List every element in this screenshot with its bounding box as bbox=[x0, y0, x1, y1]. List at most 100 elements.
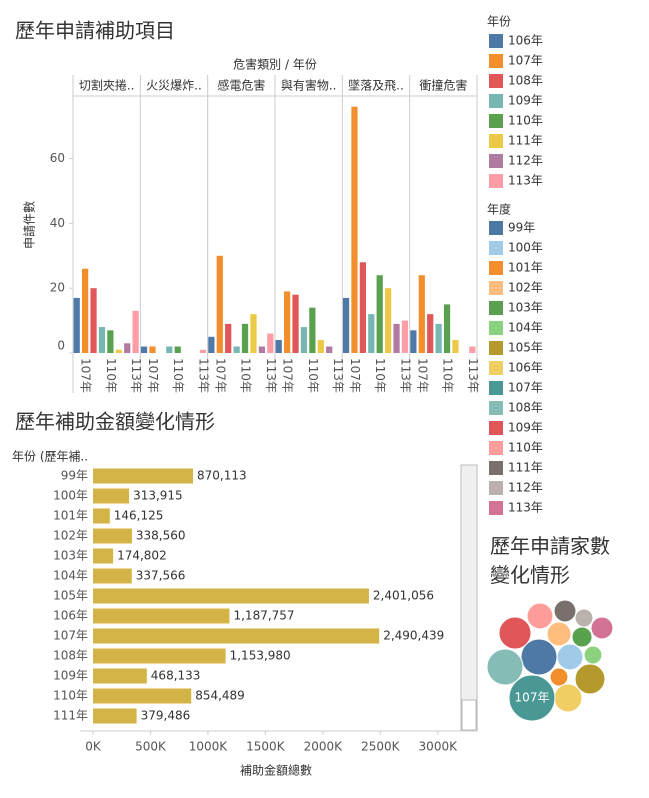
x-tick-label: 107年 bbox=[281, 358, 295, 393]
bar bbox=[93, 588, 369, 604]
x-tick-label: 113年 bbox=[331, 358, 345, 393]
facet-label: 切割夾捲.. bbox=[79, 78, 135, 93]
rows: 99年 870,113 100年 313,915 101年 146,125 102年 338,… bbox=[53, 468, 444, 724]
scrollbar[interactable] bbox=[460, 464, 478, 732]
x-tick-label: 107年 bbox=[146, 358, 160, 393]
x-tick-label: 1000K bbox=[189, 740, 229, 754]
y-tick-label: 107年 bbox=[53, 629, 88, 643]
facet-label: 墜落及飛.. bbox=[348, 78, 404, 93]
bar bbox=[401, 320, 409, 353]
value-label: 337,566 bbox=[136, 569, 186, 583]
bar bbox=[199, 349, 207, 353]
value-label: 174,802 bbox=[117, 549, 167, 563]
value-label: 854,489 bbox=[195, 689, 245, 703]
title: 歷年申請補助項目 bbox=[15, 19, 175, 43]
x-tick-label: 107年 bbox=[79, 358, 93, 393]
bar bbox=[93, 468, 193, 484]
legend-label: 108年 bbox=[508, 74, 543, 88]
y-tick-label: 102年 bbox=[53, 529, 88, 543]
bar bbox=[368, 314, 375, 353]
x-tick-label: 113年 bbox=[196, 358, 210, 393]
bar bbox=[216, 255, 223, 353]
bar bbox=[93, 488, 130, 504]
bubble bbox=[553, 683, 583, 713]
bar bbox=[107, 330, 114, 353]
legend-label: 109年 bbox=[508, 421, 543, 435]
bar bbox=[241, 323, 249, 353]
x-tick-label: 3000K bbox=[419, 740, 459, 754]
x-tick-label: 107年 bbox=[213, 358, 227, 393]
bubble bbox=[590, 616, 614, 640]
y-tick-label: 60 bbox=[50, 151, 65, 165]
legend-swatch bbox=[489, 481, 503, 495]
legend-swatch bbox=[489, 94, 503, 108]
title: 歷年補助金額變化情形 bbox=[15, 410, 215, 434]
x-tick-label: 110年 bbox=[306, 358, 320, 393]
bubble bbox=[583, 645, 603, 665]
bar bbox=[435, 323, 442, 353]
bubble bbox=[486, 648, 524, 686]
bar bbox=[140, 346, 148, 353]
y-tick-label: 108年 bbox=[53, 649, 88, 663]
x-tick-label: 113年 bbox=[466, 358, 480, 393]
value-label: 338,560 bbox=[136, 529, 186, 543]
bubble-label: 107年 bbox=[515, 691, 550, 705]
bar bbox=[284, 291, 291, 353]
y-tick-label: 100年 bbox=[53, 489, 88, 503]
legend-label: 108年 bbox=[508, 401, 543, 415]
legend-swatch bbox=[489, 154, 503, 168]
bar bbox=[208, 336, 215, 353]
bar bbox=[342, 297, 350, 353]
legend-swatch bbox=[489, 54, 503, 68]
bar bbox=[225, 323, 232, 353]
bar bbox=[359, 262, 366, 353]
y-tick-label: 110年 bbox=[53, 689, 88, 703]
bubble bbox=[574, 663, 606, 695]
bar bbox=[376, 275, 383, 353]
bar bbox=[385, 288, 392, 353]
legend-label: 113年 bbox=[508, 501, 543, 515]
facet-label: 火災爆炸.. bbox=[146, 79, 202, 93]
value-label: 1,153,980 bbox=[230, 649, 291, 663]
bar bbox=[93, 708, 137, 724]
legend-label: 111年 bbox=[508, 134, 543, 148]
bar bbox=[275, 340, 282, 353]
legend-swatch bbox=[489, 401, 503, 415]
y-tick-label: 109年 bbox=[53, 669, 88, 683]
header: 年份 (歷年補.. bbox=[12, 450, 88, 464]
y-tick-label: 101年 bbox=[53, 509, 88, 523]
legend-swatch bbox=[489, 501, 503, 515]
value-label: 468,133 bbox=[151, 669, 201, 683]
bar bbox=[90, 288, 97, 353]
bar bbox=[292, 294, 299, 353]
bar bbox=[93, 528, 132, 544]
bubble bbox=[508, 674, 556, 722]
bar bbox=[93, 688, 192, 704]
y-tick-label: 105年 bbox=[53, 589, 88, 603]
bar bbox=[149, 346, 156, 353]
legend-swatch bbox=[489, 321, 503, 335]
value-label: 870,113 bbox=[197, 469, 247, 483]
legend-label: 103年 bbox=[508, 301, 543, 315]
legend-title: 年度 bbox=[487, 202, 511, 217]
legend-swatch bbox=[489, 361, 503, 375]
bar bbox=[393, 323, 400, 353]
header: 危害類別 / 年份 bbox=[233, 57, 317, 72]
scroll-thumb[interactable] bbox=[461, 699, 477, 731]
bar bbox=[410, 330, 417, 353]
bubble bbox=[546, 621, 572, 647]
bubble bbox=[571, 626, 593, 648]
bar bbox=[115, 349, 122, 353]
bar bbox=[452, 340, 459, 353]
legend-swatch bbox=[489, 114, 503, 128]
legend-swatch bbox=[489, 301, 503, 315]
y-tick-label: 111年 bbox=[53, 709, 88, 723]
bar bbox=[73, 297, 80, 353]
legend-swatch bbox=[489, 461, 503, 475]
bar bbox=[93, 548, 114, 564]
legend-label: 106年 bbox=[508, 361, 543, 375]
y-tick-label: 103年 bbox=[53, 549, 88, 563]
bubble-title: 歷年申請家數變化情形 bbox=[490, 534, 610, 587]
bar bbox=[82, 268, 89, 353]
